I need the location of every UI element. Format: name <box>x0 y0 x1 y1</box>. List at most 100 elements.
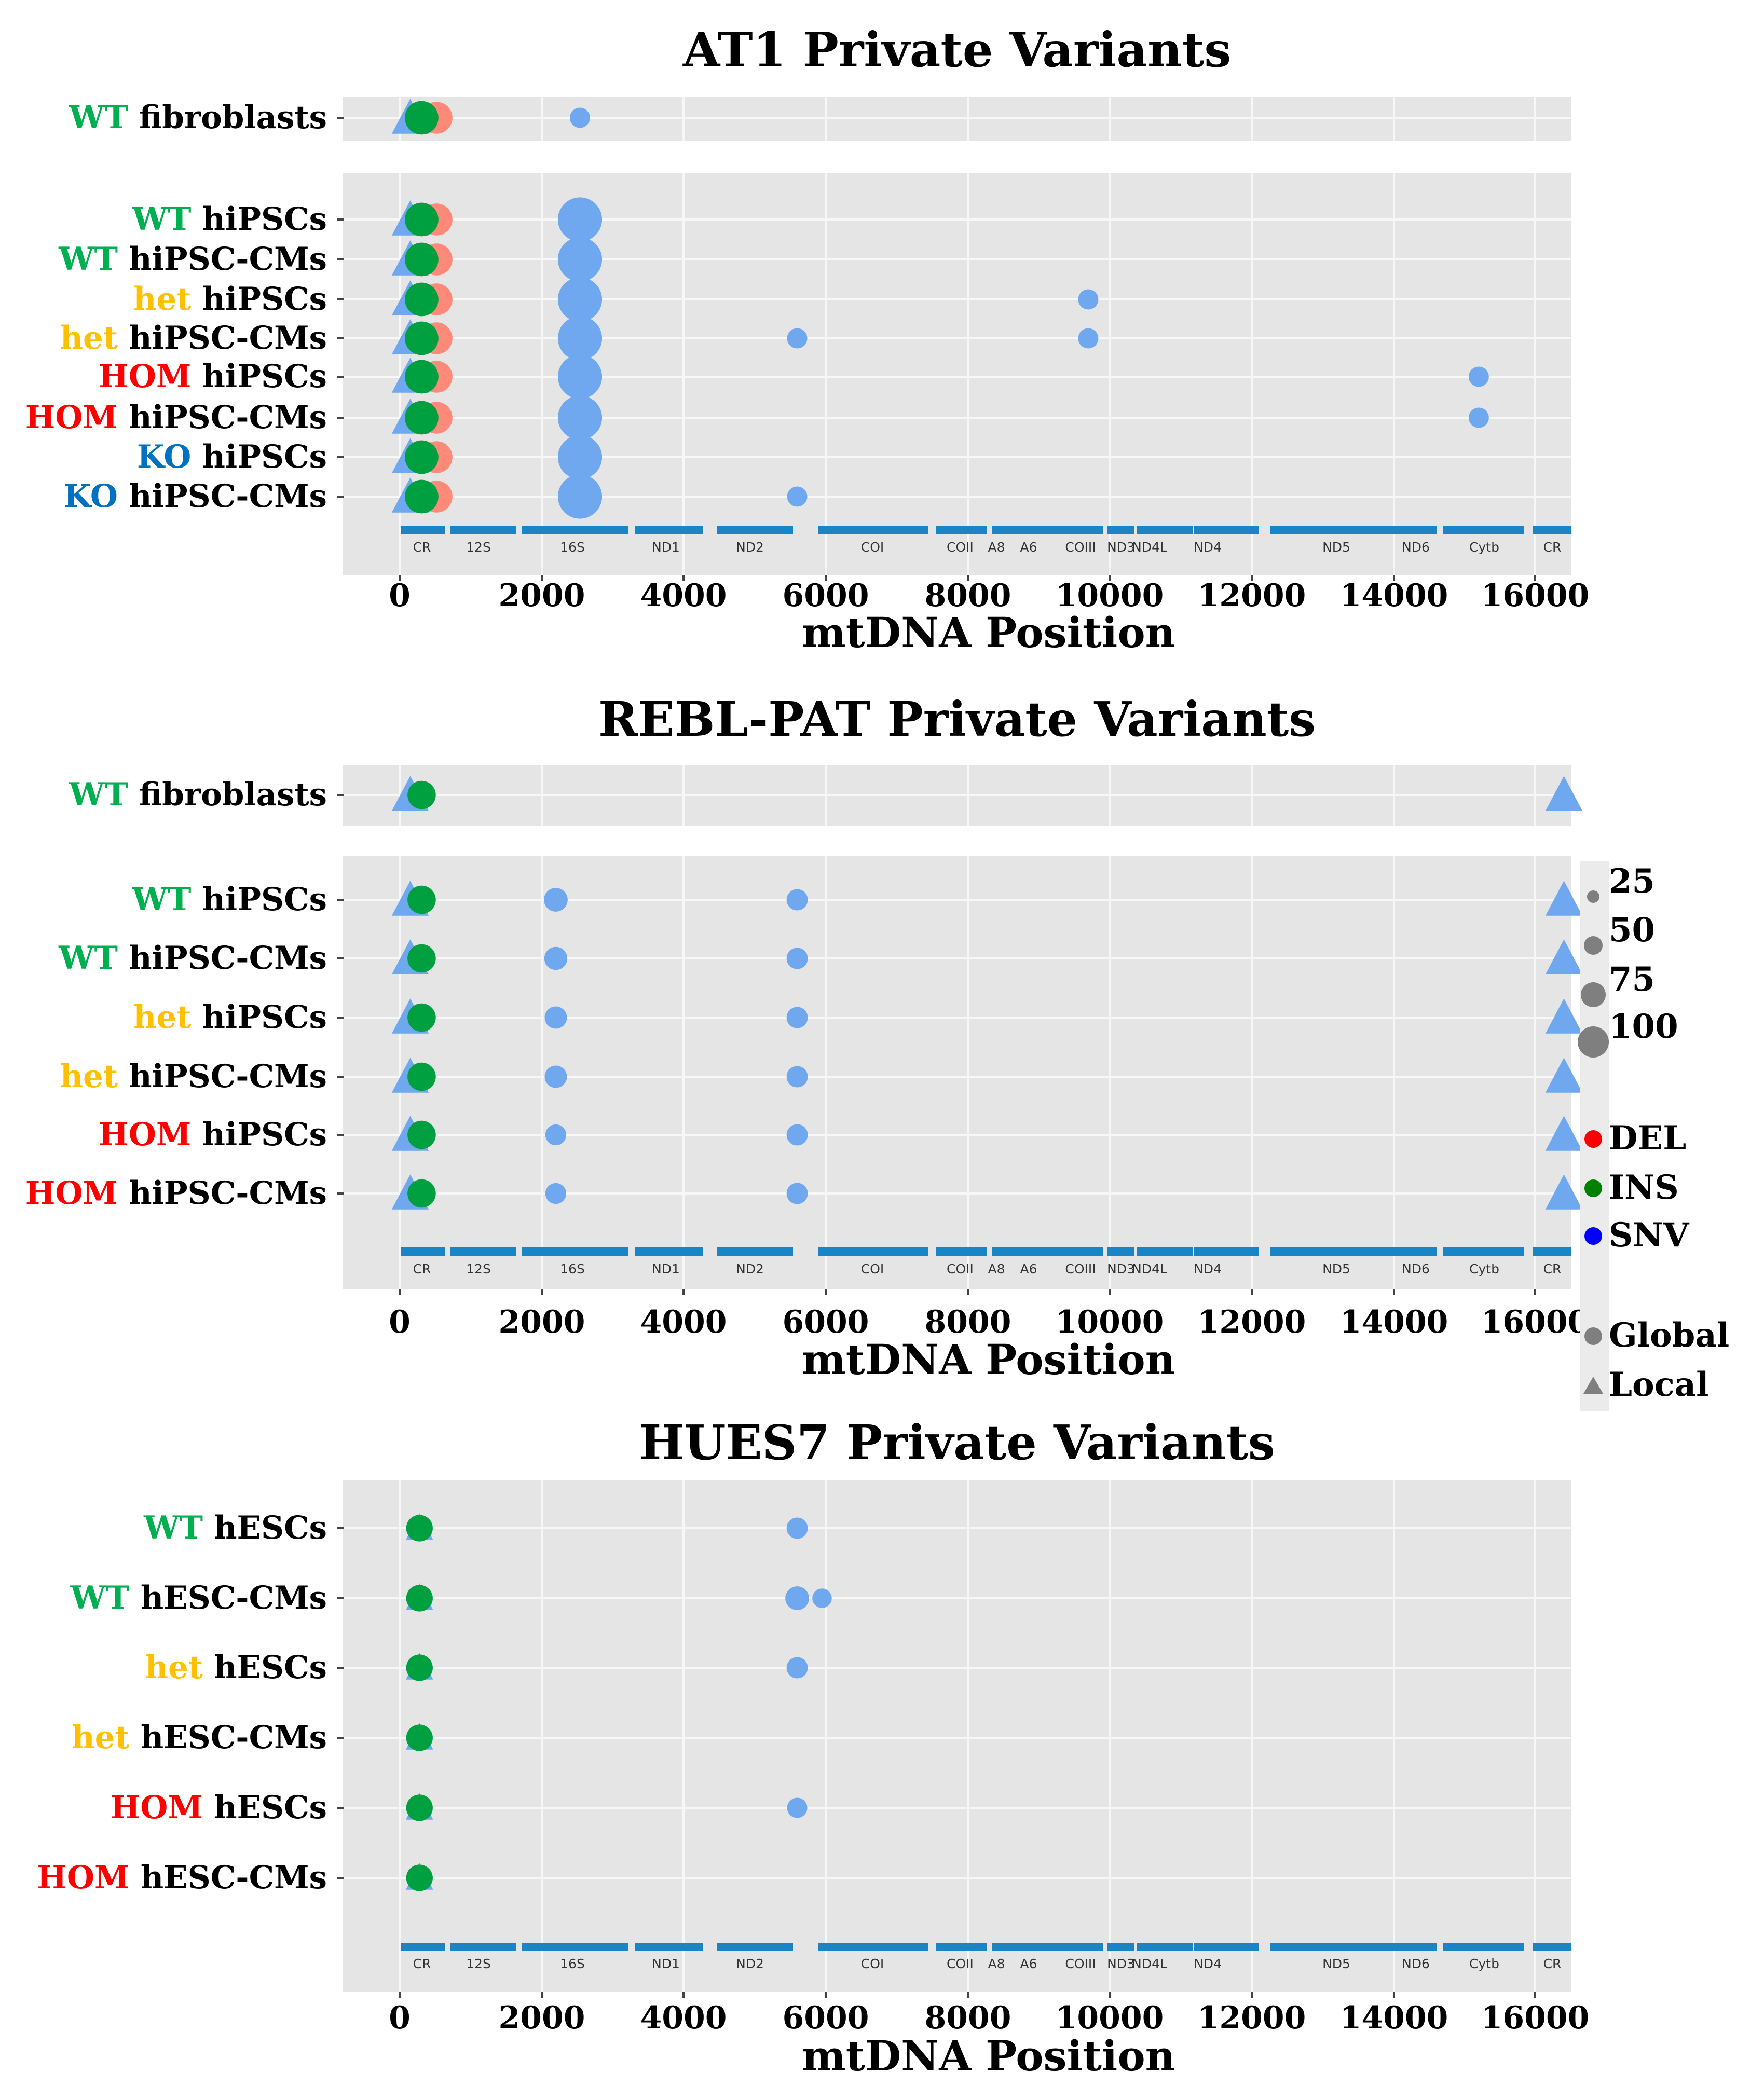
row-label: het hiPSCs <box>133 281 327 318</box>
x-tick-label: 10000 <box>1056 578 1164 614</box>
variant-point-snv <box>1078 289 1099 310</box>
variant-point-snv <box>786 1124 808 1146</box>
variant-point-local <box>1545 1058 1583 1093</box>
sample-row: het hiPSC-CMs <box>60 1058 1583 1095</box>
gene-label: CR <box>413 540 431 555</box>
row-label-sample: fibroblasts <box>128 99 327 136</box>
sample-row: het hESC-CMs <box>72 1719 433 1756</box>
variant-point-snv <box>786 1066 808 1088</box>
facet-panel: WT fibroblasts <box>69 97 1571 141</box>
gene-segment <box>818 1943 928 1951</box>
variant-point-ins <box>407 885 436 914</box>
gene-label: ND4L <box>1132 540 1167 555</box>
row-label-sample: hiPSC-CMs <box>118 478 327 515</box>
row-label: het hESCs <box>145 1649 327 1686</box>
gene-label: ND5 <box>1322 540 1350 555</box>
gene-segment <box>401 1943 445 1951</box>
x-tick-label: 12000 <box>1198 1304 1306 1340</box>
row-label-genotype: WT <box>58 241 118 278</box>
variant-point-ins <box>405 282 439 317</box>
legend-type-key <box>1584 1227 1602 1245</box>
gene-segment <box>450 1247 516 1256</box>
legend-size-key <box>1587 890 1599 903</box>
gene-label: ND4L <box>1132 1956 1167 1971</box>
gene-segment <box>936 1943 987 1951</box>
variant-point-snv <box>787 1797 808 1818</box>
row-label-sample: hiPSC-CMs <box>118 399 327 436</box>
row-label-sample: hiPSCs <box>191 358 327 395</box>
legend-size-label: 100 <box>1609 1007 1678 1046</box>
gene-label: ND1 <box>652 1261 680 1277</box>
gene-segment <box>1444 1247 1524 1256</box>
row-label: HOM hESCs <box>111 1789 327 1826</box>
x-tick-label: 2000 <box>499 2000 585 2036</box>
x-tick-label: 4000 <box>640 1304 727 1340</box>
row-label-sample: hiPSCs <box>191 201 327 238</box>
variant-point-ins <box>405 321 439 355</box>
variant-point-snv <box>1468 366 1489 387</box>
row-label-sample: hiPSCs <box>191 438 327 475</box>
gene-label: A6 <box>1020 540 1037 555</box>
row-label-sample: hiPSC-CMs <box>118 320 327 356</box>
x-tick-label: 2000 <box>499 1304 585 1340</box>
row-label-genotype: HOM <box>25 399 118 436</box>
gene-segment <box>1444 1943 1524 1951</box>
x-tick-label: 6000 <box>783 1304 869 1340</box>
gene-segment <box>818 1247 928 1256</box>
row-label-genotype: het <box>145 1649 203 1686</box>
x-tick-label: 6000 <box>783 578 869 614</box>
x-tick-label: 0 <box>389 578 411 614</box>
row-label-sample: hiPSCs <box>191 281 327 318</box>
variant-point-ins <box>405 479 439 514</box>
legend-shape-label: Global <box>1609 1316 1729 1355</box>
sample-row: HOM hiPSCs <box>99 354 1489 399</box>
gene-label: CR <box>413 1956 431 1971</box>
row-label-genotype: WT <box>70 1580 130 1616</box>
gene-segment <box>936 1247 987 1256</box>
row-label-genotype: HOM <box>99 358 191 395</box>
gene-label: 12S <box>466 540 491 555</box>
variant-point-snv <box>785 1586 809 1610</box>
gene-label: COII <box>947 1261 974 1277</box>
x-tick-label: 14000 <box>1340 578 1448 614</box>
row-label-sample: hESC-CMs <box>130 1859 327 1896</box>
variant-point-ins <box>405 101 439 135</box>
row-label-sample: hESCs <box>203 1789 327 1826</box>
gene-segment <box>1137 1943 1193 1951</box>
legend-size-key <box>1581 982 1606 1007</box>
gene-label: COII <box>947 540 974 555</box>
gene-segment <box>992 526 1002 534</box>
gene-label: Cytb <box>1469 540 1499 555</box>
row-label-genotype: het <box>60 320 118 356</box>
gene-segment <box>1194 526 1259 534</box>
row-label-sample: hiPSCs <box>191 999 327 1036</box>
x-tick-label: 10000 <box>1056 1304 1164 1340</box>
row-label-sample: hESC-CMs <box>130 1719 327 1756</box>
gene-label: CR <box>1543 1261 1562 1277</box>
sample-row: KO hiPSC-CMs <box>64 474 808 519</box>
row-label: het hESC-CMs <box>72 1719 327 1756</box>
row-label-genotype: WT <box>132 201 192 238</box>
gene-label: ND6 <box>1402 1261 1430 1277</box>
variant-point-snv <box>786 1183 808 1204</box>
legend-size-key <box>1578 1026 1609 1058</box>
gene-segment <box>1270 526 1437 534</box>
gene-label: A6 <box>1020 1956 1037 1971</box>
gene-label: ND2 <box>736 540 764 555</box>
variant-point-ins <box>406 1724 433 1751</box>
legend-size-label: 25 <box>1609 862 1655 901</box>
gene-label: Cytb <box>1469 1261 1499 1277</box>
gene-label: 16S <box>560 1956 585 1971</box>
gene-label: ND4 <box>1194 540 1222 555</box>
row-label-genotype: HOM <box>37 1859 129 1896</box>
variant-point-snv <box>557 474 603 519</box>
sample-row: HOM hESC-CMs <box>37 1859 433 1896</box>
row-label: het hiPSC-CMs <box>60 1058 327 1095</box>
gene-label: A8 <box>988 1956 1005 1971</box>
x-tick-label: 2000 <box>499 578 585 614</box>
sample-row: het hiPSCs <box>133 277 1099 322</box>
gene-segment <box>936 526 987 534</box>
row-label: HOM hiPSCs <box>99 358 327 395</box>
row-label: KO hiPSCs <box>137 438 327 475</box>
